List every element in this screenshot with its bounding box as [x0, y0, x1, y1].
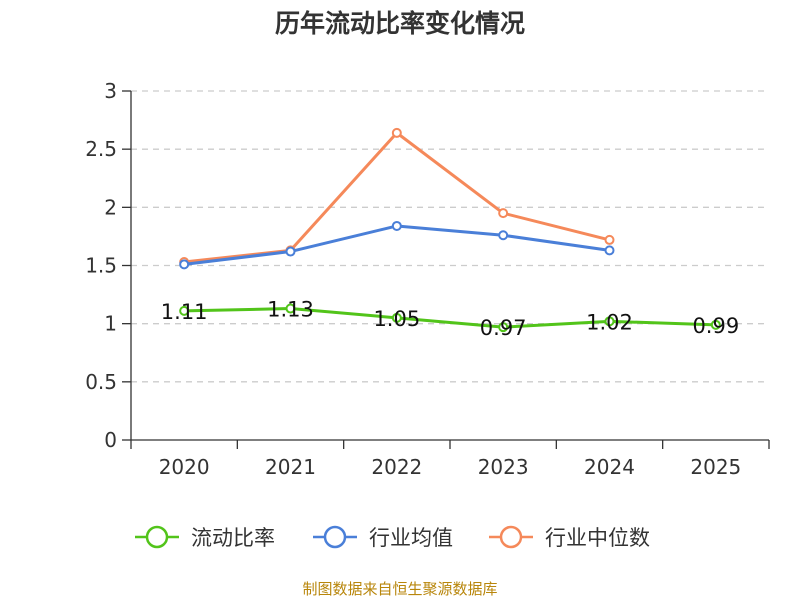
series-point-1[interactable] — [498, 322, 509, 333]
x-tick-label: 2021 — [265, 455, 316, 479]
series-point-3[interactable] — [498, 208, 509, 219]
data-label: 1.13 — [267, 298, 314, 322]
data-labels: 1.11 1.13 1.05 0.97 1.02 0.99 — [161, 298, 739, 341]
legend-marker — [323, 525, 347, 549]
series-point-1[interactable] — [285, 303, 296, 314]
y-tick-label: 2.5 — [85, 137, 117, 161]
y-tick-label: 3 — [104, 79, 117, 103]
x-tick-label: 2023 — [478, 455, 529, 479]
legend-marker — [145, 525, 169, 549]
data-label: 1.02 — [586, 310, 633, 334]
y-tick-label: 1.5 — [85, 254, 117, 278]
x-tick-label: 2024 — [584, 455, 635, 479]
legend-label: 行业中位数 — [545, 526, 650, 550]
series-point-2[interactable] — [285, 246, 296, 257]
series-point-2[interactable] — [179, 259, 190, 270]
series-point-3[interactable] — [604, 234, 615, 245]
y-tick-label: 1 — [104, 312, 117, 336]
series-point-1[interactable] — [604, 316, 615, 327]
grid-lines — [131, 90, 769, 383]
x-tick-label: 2025 — [690, 455, 741, 479]
legend-item-3[interactable]: 行业中位数 — [489, 525, 650, 550]
series-point-1[interactable] — [391, 312, 402, 323]
legend-label: 行业均值 — [369, 526, 453, 550]
y-tick-label: 2 — [104, 195, 117, 219]
legend[interactable]: 流动比率 行业均值 行业中位数 — [135, 525, 650, 550]
x-tick-label: 2022 — [371, 455, 422, 479]
data-label: 0.99 — [692, 314, 739, 338]
legend-marker — [499, 525, 523, 549]
series-point-1[interactable] — [710, 319, 721, 330]
y-tick-label: 0 — [104, 428, 117, 452]
series-lines — [179, 127, 721, 333]
chart-title: 历年流动比率变化情况 — [274, 9, 525, 38]
series-point-3[interactable] — [391, 127, 402, 138]
legend-label: 流动比率 — [191, 526, 275, 550]
y-tick-label: 0.5 — [85, 370, 117, 394]
series-line-1 — [184, 307, 716, 329]
x-tick-label: 2020 — [159, 455, 210, 479]
legend-item-2[interactable]: 行业均值 — [313, 525, 453, 550]
series-point-2[interactable] — [604, 245, 615, 256]
data-label: 1.05 — [373, 307, 420, 331]
axes: 0 0.5 1 1.5 2 2.5 3 2020 2021 2022 2023 2024 2025 — [85, 79, 770, 479]
source-note: 制图数据来自恒生聚源数据库 — [302, 580, 498, 598]
series-point-2[interactable] — [498, 230, 509, 241]
data-label: 0.97 — [480, 316, 527, 340]
legend-item-1[interactable]: 流动比率 — [135, 525, 275, 550]
series-point-1[interactable] — [179, 305, 190, 316]
data-label: 1.11 — [161, 300, 208, 324]
series-line-2 — [183, 224, 610, 266]
series-point-2[interactable] — [391, 220, 402, 231]
